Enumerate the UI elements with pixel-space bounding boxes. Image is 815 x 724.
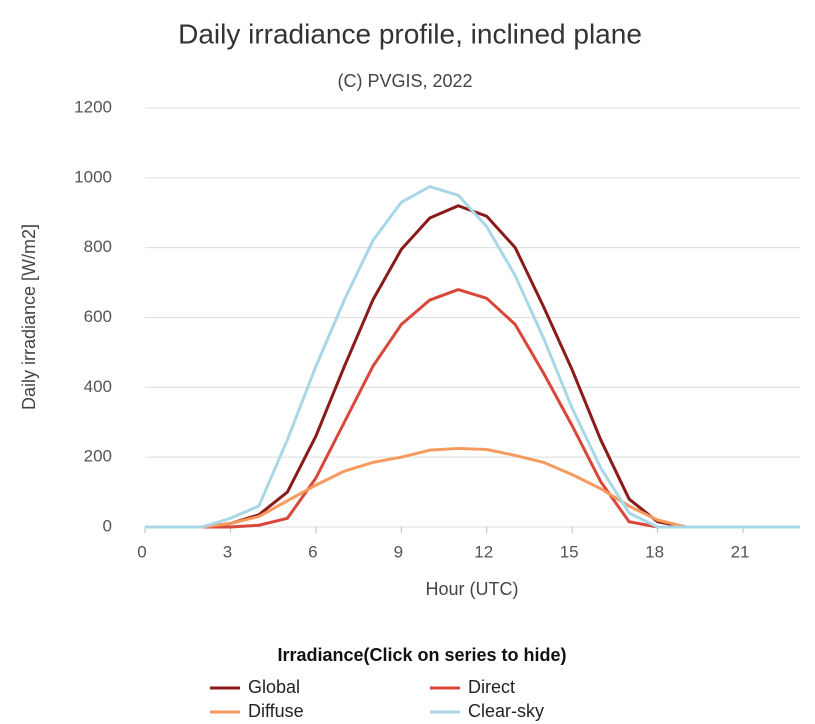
x-tick-label: 21 bbox=[731, 542, 750, 561]
y-axis-label: Daily irradiance [W/m2] bbox=[19, 224, 39, 410]
chart-title: Daily irradiance profile, inclined plane bbox=[178, 18, 642, 49]
y-tick-label: 800 bbox=[84, 237, 112, 256]
chart-subtitle: (C) PVGIS, 2022 bbox=[337, 71, 472, 91]
x-tick-label: 0 bbox=[137, 542, 146, 561]
x-tick-label: 6 bbox=[308, 542, 317, 561]
legend-item[interactable]: Global bbox=[210, 677, 300, 697]
y-tick-label: 1000 bbox=[74, 167, 112, 186]
x-tick-label: 12 bbox=[474, 542, 493, 561]
x-tick-label: 15 bbox=[560, 542, 579, 561]
series-line bbox=[145, 288, 800, 529]
y-tick-label: 0 bbox=[103, 516, 112, 535]
legend-label: Diffuse bbox=[248, 701, 304, 721]
series-line bbox=[145, 185, 800, 529]
y-tick-label: 600 bbox=[84, 307, 112, 326]
legend-label: Direct bbox=[468, 677, 515, 697]
legend-title: Irradiance(Click on series to hide) bbox=[277, 645, 566, 665]
x-axis-label: Hour (UTC) bbox=[426, 579, 519, 599]
y-tick-label: 1200 bbox=[74, 97, 112, 116]
x-tick-label: 9 bbox=[394, 542, 403, 561]
series-line bbox=[145, 204, 800, 529]
legend-item[interactable]: Clear-sky bbox=[430, 701, 544, 721]
y-tick-label: 200 bbox=[84, 447, 112, 466]
x-tick-label: 18 bbox=[645, 542, 664, 561]
legend-item[interactable]: Direct bbox=[430, 677, 515, 697]
legend-label: Clear-sky bbox=[468, 701, 544, 721]
x-tick-label: 3 bbox=[223, 542, 232, 561]
y-tick-label: 400 bbox=[84, 377, 112, 396]
legend-label: Global bbox=[248, 677, 300, 697]
series-line bbox=[145, 446, 800, 529]
legend-item[interactable]: Diffuse bbox=[210, 701, 304, 721]
